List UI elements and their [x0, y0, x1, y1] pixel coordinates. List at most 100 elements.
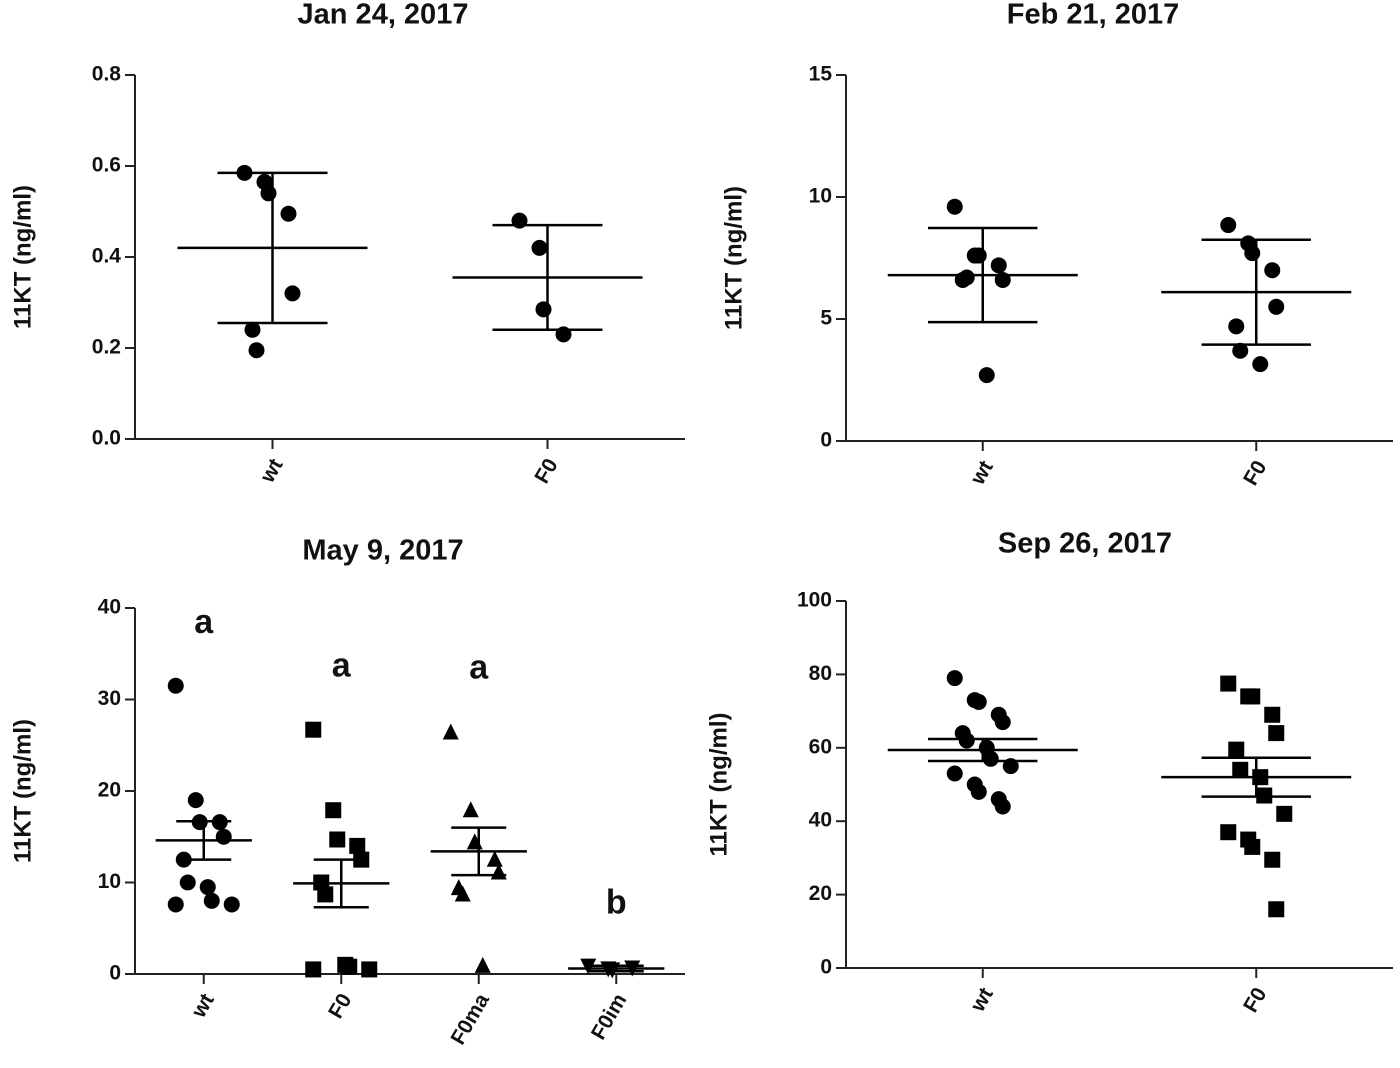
y-tick-label: 0 — [109, 962, 121, 985]
y-tick-label: 30 — [98, 687, 121, 710]
significance-letter: a — [194, 603, 214, 641]
y-axis-label: 11KT (ng/ml) — [720, 186, 747, 330]
data-point — [1232, 761, 1249, 778]
y-tick-label: 0.8 — [92, 63, 122, 86]
chart-title: May 9, 2017 — [302, 535, 463, 567]
y-tick-label: 15 — [809, 63, 833, 86]
significance-letter: a — [332, 647, 352, 685]
y-tick-label: 10 — [809, 185, 832, 208]
data-point — [1264, 706, 1281, 723]
data-point — [1244, 245, 1261, 262]
y-tick-label: 0.0 — [92, 427, 121, 450]
error-bar — [928, 226, 1038, 324]
data-point — [349, 837, 366, 854]
data-point — [1228, 741, 1245, 758]
data-point — [454, 885, 471, 902]
error-bar — [217, 171, 328, 325]
data-point — [361, 961, 378, 978]
data-point — [179, 874, 196, 891]
data-point — [280, 205, 297, 222]
data-point — [317, 886, 334, 903]
error-bar — [1201, 756, 1311, 798]
data-point — [535, 301, 552, 318]
data-point — [1252, 356, 1269, 373]
data-point — [1232, 342, 1249, 359]
data-point — [474, 956, 491, 973]
data-point — [305, 721, 322, 738]
y-axis-label: 11KT (ng/ml) — [9, 719, 36, 863]
x-tick-label: F0 — [1239, 457, 1271, 490]
error-bar — [176, 819, 232, 861]
data-point — [223, 896, 240, 913]
y-tick-label: 0 — [820, 429, 832, 452]
data-point — [215, 828, 232, 845]
data-point — [329, 831, 346, 848]
significance-letter: a — [469, 649, 489, 687]
y-tick-label: 60 — [809, 735, 832, 758]
data-point — [978, 367, 995, 384]
x-tick-label: F0ma — [447, 989, 495, 1048]
data-point — [1268, 725, 1285, 742]
y-tick-label: 80 — [809, 662, 832, 685]
data-point — [994, 798, 1011, 815]
data-point — [260, 185, 277, 202]
data-point — [1244, 838, 1261, 855]
error-bar — [492, 223, 603, 332]
data-point — [341, 958, 358, 975]
x-tick-label: wt — [187, 990, 219, 1023]
y-axis-label: 11KT (ng/ml) — [705, 712, 732, 856]
significance-letter: b — [606, 884, 627, 922]
data-point — [946, 198, 963, 215]
data-point — [486, 850, 503, 867]
chart-title: Feb 21, 2017 — [1007, 0, 1180, 31]
data-point — [958, 732, 975, 749]
data-point — [958, 269, 975, 286]
error-bar — [1201, 238, 1311, 346]
data-point — [284, 285, 301, 302]
y-tick-label: 40 — [98, 596, 121, 619]
data-point — [946, 670, 963, 687]
x-tick-label: wt — [966, 984, 998, 1017]
data-point — [187, 792, 204, 809]
y-tick-label: 40 — [809, 809, 832, 832]
y-tick-label: 5 — [820, 307, 832, 330]
x-tick-label: F0 — [324, 990, 356, 1023]
error-bar — [588, 964, 644, 973]
data-point — [248, 342, 265, 359]
data-point — [970, 247, 987, 264]
data-point — [1264, 262, 1281, 279]
data-point — [167, 896, 184, 913]
data-point — [442, 723, 459, 740]
y-tick-label: 0.2 — [92, 336, 121, 359]
data-point — [1276, 805, 1293, 822]
data-point — [1264, 851, 1281, 868]
data-point — [982, 750, 999, 767]
data-point — [970, 693, 987, 710]
data-point — [305, 961, 322, 978]
y-tick-label: 0.4 — [92, 245, 122, 268]
data-point — [946, 765, 963, 782]
data-point — [1268, 298, 1285, 315]
x-tick-label: F0im — [587, 990, 631, 1044]
data-point — [1220, 675, 1237, 692]
data-point — [167, 677, 184, 694]
y-tick-label: 20 — [809, 882, 832, 905]
data-point — [970, 783, 987, 800]
y-tick-label: 20 — [98, 779, 121, 802]
chart-title: Sep 26, 2017 — [998, 528, 1172, 560]
x-tick-label: F0 — [530, 455, 562, 488]
data-point — [203, 892, 220, 909]
data-point — [990, 257, 1007, 274]
error-bar — [928, 737, 1038, 763]
data-point — [466, 833, 483, 850]
x-tick-label: wt — [256, 455, 288, 488]
data-point — [1244, 688, 1261, 705]
data-point — [199, 879, 216, 896]
data-point — [1220, 824, 1237, 841]
x-tick-label: wt — [966, 457, 998, 490]
data-point — [244, 321, 261, 338]
x-tick-label: F0 — [1239, 984, 1271, 1017]
y-tick-label: 100 — [797, 589, 832, 612]
y-tick-label: 0.6 — [92, 154, 121, 177]
